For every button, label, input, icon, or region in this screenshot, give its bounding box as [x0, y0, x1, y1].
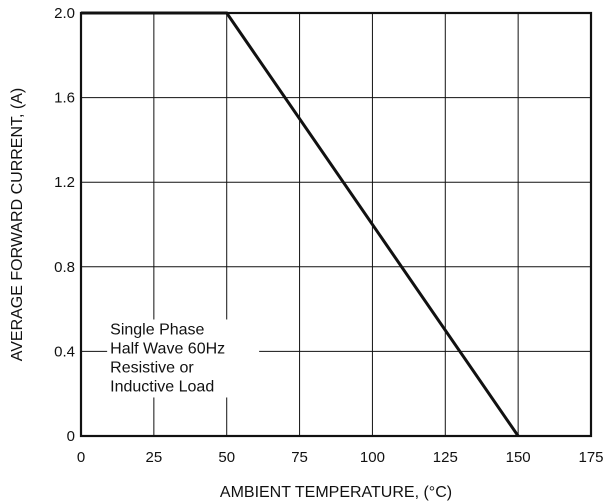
- x-tick-label: 0: [77, 449, 85, 466]
- annotation-line: Half Wave 60Hz: [110, 340, 225, 357]
- x-tick-label: 175: [578, 449, 603, 466]
- tick-labels: 0 25 50 75 100 125 150 175 0 0.4 0.8 1.2 1.6 2.0: [54, 5, 603, 466]
- x-tick-label: 25: [146, 449, 163, 466]
- x-tick-label: 50: [218, 449, 235, 466]
- y-tick-label: 0: [67, 428, 75, 445]
- x-tick-label: 125: [433, 449, 458, 466]
- x-tick-label: 150: [506, 449, 531, 466]
- annotation-background: [107, 319, 260, 398]
- annotation-line: Inductive Load: [110, 378, 214, 395]
- annotation-line: Resistive or: [110, 359, 194, 376]
- y-tick-label: 2.0: [54, 5, 75, 22]
- x-axis-title: AMBIENT TEMPERATURE, (°C): [220, 484, 452, 501]
- x-tick-label: 100: [360, 449, 385, 466]
- y-tick-label: 0.4: [54, 343, 75, 360]
- y-axis-title: AVERAGE FORWARD CURRENT, (A): [9, 88, 26, 362]
- y-tick-label: 1.6: [54, 90, 75, 107]
- y-tick-label: 1.2: [54, 174, 75, 191]
- plot-frame: [79, 11, 593, 438]
- y-tick-label: 0.8: [54, 259, 75, 276]
- annotation-box: Single Phase Half Wave 60Hz Resistive or In…: [107, 319, 260, 398]
- annotation-line: Single Phase: [110, 321, 204, 338]
- x-tick-label: 75: [291, 449, 308, 466]
